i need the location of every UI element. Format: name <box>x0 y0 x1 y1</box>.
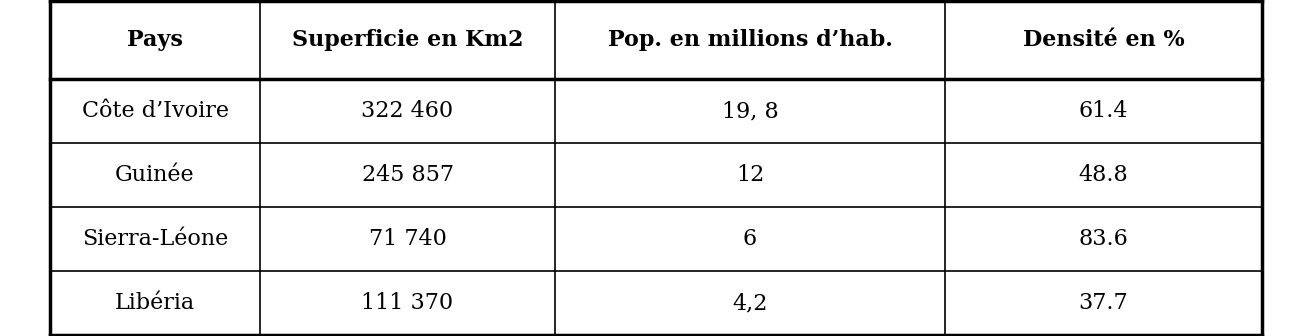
Text: 111 370: 111 370 <box>361 292 454 314</box>
Text: 37.7: 37.7 <box>1078 292 1128 314</box>
Text: 6: 6 <box>743 228 757 250</box>
Text: Pop. en millions d’hab.: Pop. en millions d’hab. <box>607 29 892 51</box>
Text: 61.4: 61.4 <box>1078 100 1128 122</box>
Text: 71 740: 71 740 <box>369 228 446 250</box>
Text: Sierra-Léone: Sierra-Léone <box>81 228 228 250</box>
Text: Côte d’Ivoire: Côte d’Ivoire <box>81 100 228 122</box>
Text: 245 857: 245 857 <box>362 164 454 186</box>
Text: Pays: Pays <box>127 29 182 51</box>
Text: 322 460: 322 460 <box>361 100 454 122</box>
Text: 12: 12 <box>736 164 764 186</box>
Text: Guinée: Guinée <box>115 164 194 186</box>
Text: 83.6: 83.6 <box>1078 228 1128 250</box>
Text: Superficie en Km2: Superficie en Km2 <box>291 29 523 51</box>
Text: 19, 8: 19, 8 <box>722 100 778 122</box>
Text: Densité en %: Densité en % <box>1022 29 1185 51</box>
Text: Libéria: Libéria <box>115 292 195 314</box>
Text: 4,2: 4,2 <box>732 292 768 314</box>
Text: 48.8: 48.8 <box>1078 164 1128 186</box>
